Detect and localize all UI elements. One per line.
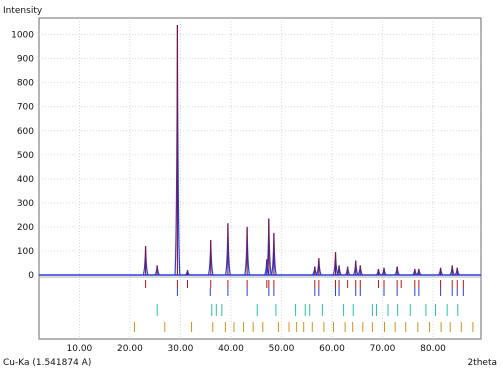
calculated-peak — [375, 268, 382, 276]
calculated-peak — [437, 267, 444, 276]
calculated-peak — [315, 258, 322, 276]
x-tick-label: 70.00 — [370, 344, 396, 354]
grid-lines — [39, 18, 481, 339]
plot-area — [38, 17, 482, 340]
calculated-peak — [184, 270, 191, 276]
x-tick-label: 50.00 — [269, 344, 295, 354]
y-tick-label: 100 — [17, 247, 34, 257]
wavelength-label: Cu-Ka (1.541874 A) — [3, 358, 91, 368]
y-tick-label: 800 — [17, 79, 34, 89]
y-tick-label: 700 — [17, 103, 34, 113]
calculated-peak — [224, 223, 231, 276]
calculated-peak — [244, 226, 251, 276]
reflection-markers — [133, 280, 474, 332]
y-tick-label: 1000 — [11, 31, 34, 41]
y-tick-label: 500 — [17, 151, 34, 161]
peak-profiles — [142, 24, 461, 276]
x-tick-label: 60.00 — [319, 344, 345, 354]
x-tick-label: 10.00 — [67, 344, 93, 354]
y-axis-label: Intensity — [3, 6, 43, 16]
y-tick-label: 900 — [17, 55, 34, 65]
x-tick-label: 20.00 — [117, 344, 143, 354]
y-tick-label: 600 — [17, 127, 34, 137]
calculated-peak — [416, 268, 422, 276]
calculated-peak — [454, 267, 461, 276]
y-tick-label: 300 — [17, 199, 34, 209]
y-tick-label: 400 — [17, 175, 34, 185]
x-axis-label: 2theta — [467, 358, 497, 368]
y-tick-label: 0 — [28, 271, 34, 281]
x-tick-label: 40.00 — [218, 344, 244, 354]
calculated-peak — [412, 268, 418, 276]
x-tick-label: 30.00 — [168, 344, 194, 354]
calculated-peak — [332, 252, 339, 276]
y-tick-label: 200 — [17, 223, 34, 233]
x-tick-label: 80.00 — [420, 344, 446, 354]
y-tick-labels: 0 100 200 300 400 500 600 700 800 900 1000 — [11, 31, 34, 281]
calculated-peak — [207, 240, 214, 276]
calculated-peak — [381, 267, 387, 276]
x-tick-labels: 10.00 20.00 30.00 40.00 50.00 60.00 70.00 80.00 — [67, 344, 447, 354]
